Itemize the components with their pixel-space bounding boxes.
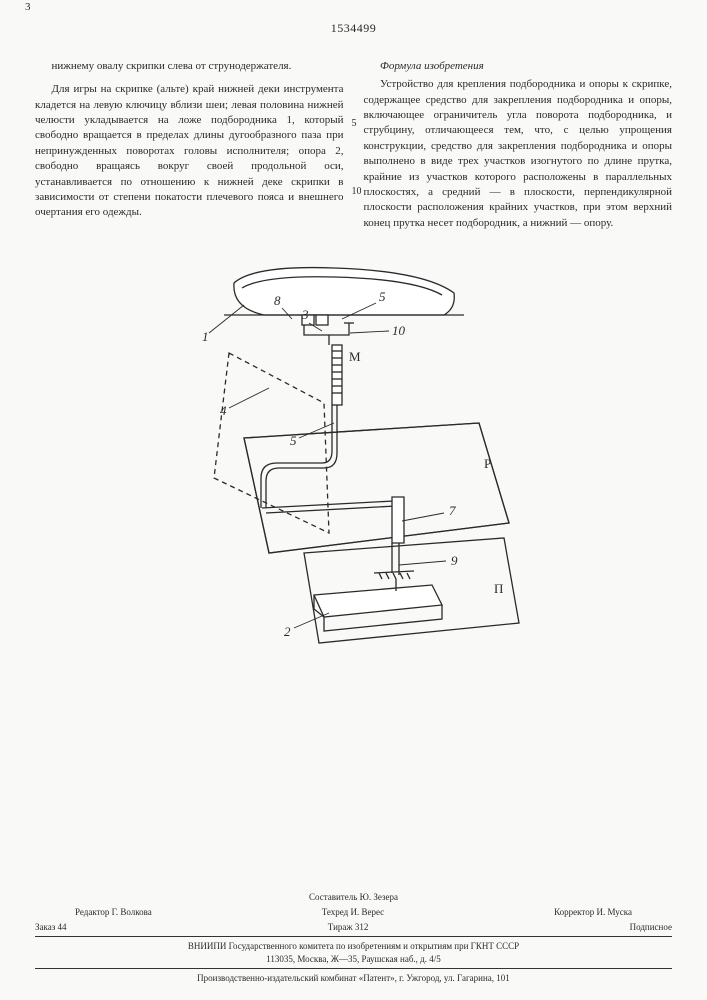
fig-label-5a: 5	[379, 289, 386, 304]
left-para-1: нижнему овалу скрипки слева от струнодер…	[35, 59, 344, 74]
order-number: Заказ 44	[35, 921, 67, 934]
addr-line-1: 113035, Москва, Ж—35, Раушская наб., д. …	[35, 953, 672, 966]
compiler: Составитель Ю. Зезера	[309, 891, 398, 904]
text-columns: нижнему овалу скрипки слева от струнодер…	[35, 45, 672, 234]
right-para-1: Устройство для крепления подбородника и …	[364, 77, 673, 231]
fig-label-4: 4	[220, 403, 227, 418]
document-number: 1534499	[35, 20, 672, 37]
fig-letter-pi: П	[494, 581, 503, 596]
page-number-left: 3	[25, 0, 31, 15]
left-column: нижнему овалу скрипки слева от струнодер…	[35, 45, 344, 234]
fig-label-9: 9	[451, 553, 458, 568]
fig-letter-m: М	[349, 349, 361, 364]
left-para-2: Для игры на скрипке (альте) край нижней …	[35, 82, 344, 221]
line-marker-10: 10	[352, 185, 362, 199]
technical-figure: 1 8 3 5 10 М 4 5 7 9 2 Р П	[35, 248, 672, 668]
editor: Редактор Г. Волкова	[75, 906, 152, 919]
fig-letter-p: Р	[484, 456, 491, 471]
corrector: Корректор И. Муска	[554, 906, 632, 919]
fig-label-2: 2	[284, 624, 291, 639]
fig-label-8: 8	[274, 293, 281, 308]
org-line-1: ВНИИПИ Государственного комитета по изоб…	[35, 940, 672, 953]
fig-label-7: 7	[449, 503, 456, 518]
right-column: 5 10 Формула изобретения Устройство для …	[364, 45, 673, 234]
org-line-2: Производственно-издательский комбинат «П…	[35, 972, 672, 985]
formula-heading: Формула изобретения	[364, 59, 673, 74]
footer-divider-1	[35, 936, 672, 937]
line-marker-5: 5	[352, 117, 357, 131]
footer: Составитель Ю. Зезера Редактор Г. Волков…	[35, 891, 672, 985]
fig-label-3: 3	[301, 307, 309, 322]
subscription: Подписное	[630, 921, 672, 934]
techred: Техред И. Верес	[322, 906, 384, 919]
footer-divider-2	[35, 968, 672, 969]
fig-label-1: 1	[202, 329, 209, 344]
tirage: Тираж 312	[328, 921, 369, 934]
fig-label-10: 10	[392, 323, 406, 338]
fig-label-5b: 5	[290, 433, 297, 448]
